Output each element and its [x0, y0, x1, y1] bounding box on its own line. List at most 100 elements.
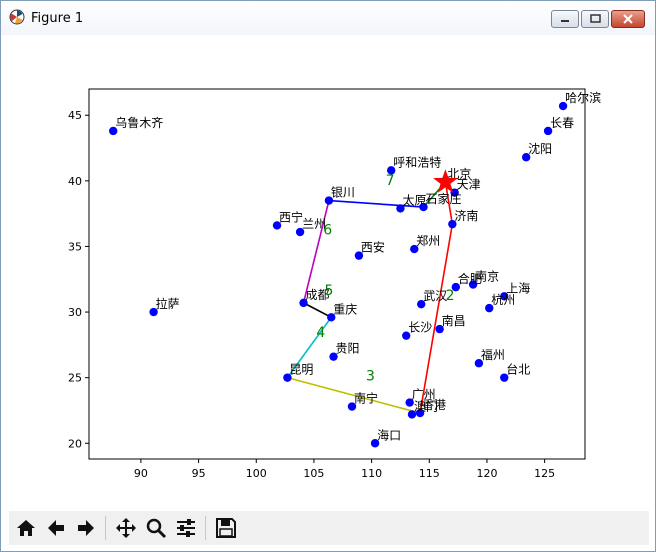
plot-canvas[interactable]: 90 95 100 105 110 115 120 125202530354045乌鲁木齐哈尔… [9, 35, 649, 509]
x-tick-label: 110 [361, 467, 382, 480]
maximize-button[interactable] [581, 10, 609, 28]
step-label: 5 [324, 283, 333, 299]
city-label: 郑州 [416, 233, 440, 248]
city-label: 福州 [481, 347, 505, 362]
y-tick-label: 25 [68, 372, 82, 385]
route-segment [302, 200, 330, 304]
sliders-icon [177, 519, 195, 537]
city-point [347, 402, 357, 411]
step-label: 3 [366, 368, 375, 384]
window-title: Figure 1 [31, 11, 84, 26]
city-label: 沈阳 [528, 141, 552, 156]
city-point [405, 398, 414, 407]
city-point [500, 373, 509, 382]
arrow-left-icon [48, 520, 64, 536]
x-tick-label: 100 [246, 467, 267, 480]
city-point [283, 373, 292, 382]
city-label: 乌鲁木齐 [115, 115, 163, 130]
city-point [419, 202, 428, 212]
city-label: 台北 [506, 362, 530, 377]
toolbar-separator [205, 516, 206, 540]
city-point [329, 352, 338, 361]
x-tick-label: 120 [476, 467, 497, 480]
city-point [387, 166, 396, 175]
city-label: 兰州 [302, 217, 326, 231]
city-point [299, 298, 308, 308]
y-tick-label: 40 [68, 175, 82, 188]
city-point [410, 244, 419, 254]
city-point [354, 251, 364, 260]
city-point [474, 359, 484, 368]
axes-frame [88, 88, 586, 460]
city-label: 石家庄 [426, 191, 462, 206]
city-label: 长春 [550, 116, 574, 130]
city-label: 北京 [447, 167, 471, 181]
city-label: 天津 [457, 178, 481, 192]
x-tick-label: 105 [303, 467, 324, 480]
city-point [448, 219, 457, 229]
x-tick-label: 90 [134, 467, 148, 480]
y-tick-label: 30 [68, 306, 82, 319]
home-button[interactable] [12, 514, 40, 542]
route-segment [444, 182, 454, 225]
city-point [450, 188, 459, 197]
city-label: 呼和浩特 [393, 154, 441, 169]
maximize-icon [590, 14, 601, 23]
save-button[interactable] [212, 514, 240, 542]
city-label: 长沙 [408, 321, 432, 335]
city-point [485, 303, 494, 313]
city-point [396, 204, 405, 213]
city-label: 银川 [331, 186, 355, 200]
city-point [415, 408, 425, 418]
city-label: 澳门 [414, 398, 438, 413]
x-tick-label: 125 [534, 467, 555, 480]
start-star-marker [433, 169, 458, 193]
city-label: 广州 [412, 388, 436, 402]
arrow-right-icon [78, 520, 94, 536]
city-point [558, 101, 568, 111]
y-tick-label: 35 [68, 240, 82, 253]
city-label: 香港 [422, 398, 446, 412]
y-tick-label: 45 [68, 109, 82, 122]
zoom-button[interactable] [142, 514, 170, 542]
city-label: 昆明 [289, 363, 313, 377]
city-label: 西安 [361, 240, 385, 255]
y-tick-label: 20 [68, 437, 82, 450]
back-button[interactable] [42, 514, 70, 542]
route-segment [287, 376, 421, 414]
close-button[interactable] [611, 10, 645, 28]
home-icon [17, 520, 35, 536]
city-label: 拉萨 [156, 296, 180, 311]
magnifier-icon [146, 518, 167, 539]
city-label: 南京 [475, 268, 499, 283]
city-point [500, 292, 509, 301]
city-point [370, 439, 380, 448]
city-point [521, 153, 531, 162]
move-icon [116, 518, 136, 538]
x-tick-label: 95 [192, 467, 206, 480]
city-label: 武汉 [423, 289, 447, 303]
step-label: 2 [446, 288, 455, 304]
city-label: 成都 [306, 288, 330, 302]
pan-button[interactable] [112, 514, 140, 542]
close-icon [623, 14, 633, 24]
city-point [272, 221, 282, 230]
forward-button[interactable] [72, 514, 100, 542]
route-segment [286, 316, 332, 379]
city-label: 济南 [454, 208, 478, 223]
city-point [109, 126, 118, 136]
city-label: 太原 [402, 192, 426, 207]
city-label: 南昌 [442, 313, 466, 328]
x-tick-label: 115 [419, 467, 440, 480]
minimize-icon [561, 20, 569, 22]
city-label: 重庆 [333, 302, 357, 316]
city-point [295, 227, 305, 237]
minimize-button[interactable] [551, 10, 579, 28]
city-point [417, 299, 426, 309]
floppy-disk-icon [216, 518, 236, 538]
configure-subplots-button[interactable] [172, 514, 200, 542]
step-label: 7 [386, 173, 395, 189]
city-label: 海口 [377, 427, 401, 442]
city-label: 贵阳 [336, 342, 360, 356]
title-bar[interactable]: Figure 1 [1, 1, 655, 35]
